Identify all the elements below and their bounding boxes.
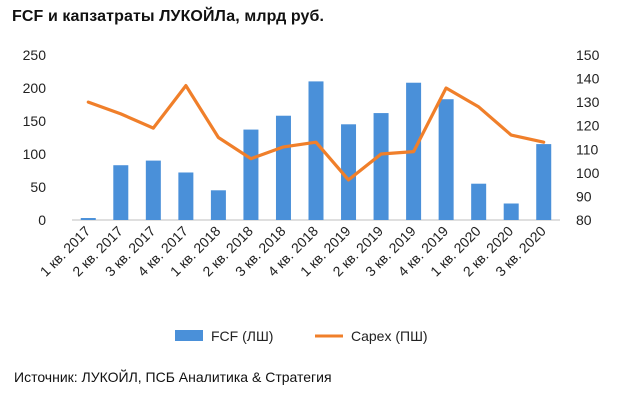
left-tick-label: 100 bbox=[23, 146, 47, 162]
legend: FCF (ЛШ) Capex (ПШ) bbox=[175, 328, 428, 344]
fcf-bar bbox=[308, 81, 324, 221]
right-tick-label: 130 bbox=[576, 94, 600, 110]
right-tick-label: 140 bbox=[576, 71, 600, 87]
fcf-bar bbox=[275, 115, 291, 220]
fcf-bar bbox=[113, 165, 129, 220]
fcf-bar bbox=[80, 218, 96, 220]
right-tick-label: 80 bbox=[576, 212, 592, 228]
fcf-bar bbox=[243, 129, 259, 220]
fcf-bar bbox=[503, 203, 519, 220]
right-tick-label: 120 bbox=[576, 118, 600, 134]
left-axis: 0 50 100 150 200 250 bbox=[23, 47, 47, 228]
source-note: Источник: ЛУКОЙЛ, ПСБ Аналитика & Страте… bbox=[14, 369, 332, 385]
legend-fcf-label: FCF (ЛШ) bbox=[211, 328, 273, 344]
fcf-bar bbox=[438, 99, 454, 220]
legend-fcf-swatch bbox=[175, 330, 203, 341]
fcf-bars bbox=[80, 81, 552, 221]
capex-line bbox=[86, 83, 546, 182]
fcf-bar bbox=[373, 113, 389, 220]
fcf-bar bbox=[341, 124, 357, 220]
right-tick-label: 100 bbox=[576, 165, 600, 181]
chart-title: FCF и капзатраты ЛУКОЙЛа, млрд руб. bbox=[12, 8, 325, 25]
left-tick-label: 50 bbox=[30, 179, 46, 195]
left-tick-label: 0 bbox=[38, 212, 46, 228]
fcf-bar bbox=[536, 144, 552, 220]
fcf-bar bbox=[178, 172, 194, 220]
left-tick-label: 150 bbox=[23, 113, 47, 129]
left-tick-label: 250 bbox=[23, 47, 47, 63]
right-tick-label: 110 bbox=[576, 141, 599, 157]
right-axis: 80 90 100 110 120 130 140 150 bbox=[576, 47, 600, 228]
right-tick-label: 90 bbox=[576, 188, 592, 204]
fcf-bar bbox=[471, 183, 487, 220]
left-tick-label: 200 bbox=[23, 80, 47, 96]
fcf-bar bbox=[210, 190, 226, 220]
right-tick-label: 150 bbox=[576, 47, 600, 63]
fcf-bar bbox=[145, 160, 161, 220]
legend-capex-label: Capex (ПШ) bbox=[351, 328, 428, 344]
